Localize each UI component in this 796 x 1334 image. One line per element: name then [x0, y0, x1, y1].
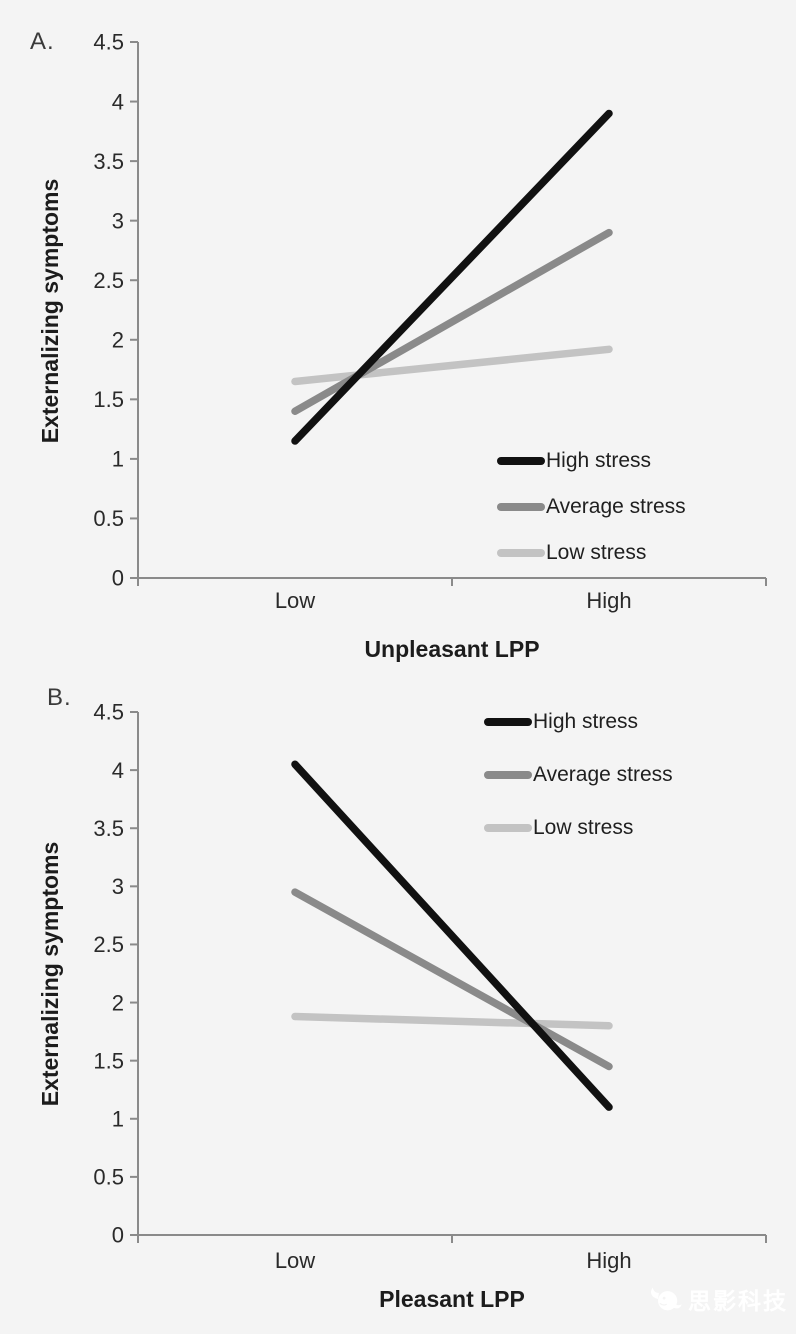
panel-b-x-tick-high: High [586, 1248, 632, 1273]
legend-label: High stress [546, 449, 652, 472]
series-line-average-stress [291, 888, 613, 1071]
y-tick-label: 3.5 [93, 816, 124, 841]
watermark: 思影科技 [647, 1282, 788, 1316]
low-stress-line-swatch [484, 824, 532, 832]
panel-a-plot-area: 0 0.5 1 1.5 2 2.5 3 3.5 4 4.5 [93, 30, 767, 591]
legend-item-average-stress: Average stress [484, 763, 673, 786]
legend-label: Average stress [533, 763, 673, 786]
legend-item-low-stress: Low stress [484, 816, 673, 839]
y-tick-label: 1.5 [93, 387, 124, 412]
legend-label: High stress [533, 710, 639, 733]
whale-logo-icon [651, 1287, 682, 1311]
panel-a-x-axis-title: Unpleasant LPP [364, 636, 540, 662]
y-tick-label: 1 [112, 1106, 124, 1131]
y-tick-label: 4.5 [93, 30, 124, 55]
y-tick-label: 3 [112, 874, 124, 899]
panel-b-label: B. [47, 684, 72, 711]
legend-item-low-stress: Low stress [497, 541, 686, 564]
low-stress-line-swatch [497, 549, 545, 557]
legend-label: Low stress [533, 816, 634, 839]
y-tick-label: 4.5 [93, 700, 124, 725]
y-tick-label: 4 [112, 89, 124, 114]
y-tick-label: 1.5 [93, 1048, 124, 1073]
panel-b-x-tick-low: Low [274, 1248, 316, 1273]
legend-item-high-stress: High stress [497, 449, 686, 472]
y-tick-label: 2.5 [93, 268, 124, 293]
series-line-low-stress [291, 345, 613, 386]
panel-a-label: A. [30, 28, 55, 55]
panel-b-legend: High stress Average stress Low stress [484, 710, 673, 839]
y-tick-label: 1 [112, 447, 124, 472]
high-stress-line-swatch [497, 457, 545, 465]
series-line-average-stress [291, 228, 613, 415]
panel-a-x-tick-high: High [586, 588, 632, 613]
legend-item-high-stress: High stress [484, 710, 673, 733]
y-tick-label: 0 [112, 1223, 124, 1248]
watermark-text: 思影科技 [688, 1288, 788, 1314]
panel-a-x-tick-low: Low [274, 588, 316, 613]
average-stress-line-swatch [484, 771, 532, 779]
panel-b-plot-area: 0 0.5 1 1.5 2 2.5 3 3.5 4 4.5 [93, 700, 767, 1248]
high-stress-line-swatch [484, 718, 532, 726]
y-tick-label: 3 [112, 208, 124, 233]
panel-b-x-axis-title: Pleasant LPP [379, 1286, 525, 1312]
legend-item-average-stress: Average stress [497, 495, 686, 518]
y-tick-label: 2 [112, 327, 124, 352]
y-tick-label: 0.5 [93, 506, 124, 531]
legend-label: Average stress [546, 495, 686, 518]
legend-label: Low stress [546, 541, 647, 564]
y-tick-label: 2 [112, 990, 124, 1015]
panel-a-legend: High stress Average stress Low stress [497, 449, 686, 564]
y-tick-label: 4 [112, 758, 124, 783]
series-line-high-stress [291, 109, 613, 445]
y-tick-label: 2.5 [93, 932, 124, 957]
series-line-low-stress [291, 1012, 613, 1030]
average-stress-line-swatch [497, 503, 545, 511]
y-tick-label: 3.5 [93, 149, 124, 174]
y-tick-label: 0.5 [93, 1165, 124, 1190]
series-line-high-stress [291, 760, 613, 1111]
y-tick-label: 0 [112, 566, 124, 591]
